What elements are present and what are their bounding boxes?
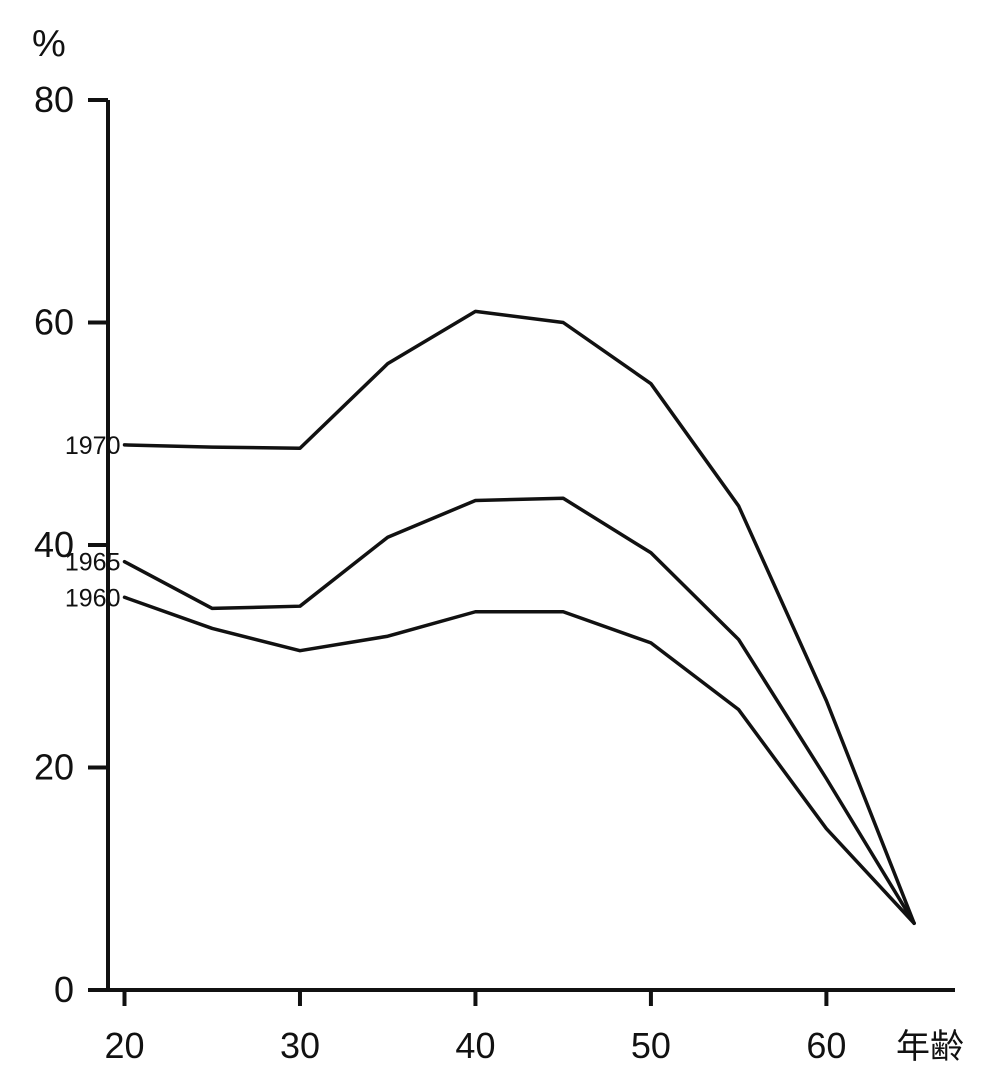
- y-tick-label-80: 80: [34, 79, 74, 120]
- x-tick-label-40: 40: [455, 1025, 495, 1066]
- series-line-1970: [122, 309, 916, 925]
- x-tick-label-60: 60: [806, 1025, 846, 1066]
- series-label-1965: 1965: [65, 549, 121, 577]
- series-line-1960: [122, 595, 916, 925]
- series-line-1965: [122, 496, 916, 925]
- y-axis-unit-label: %: [32, 23, 66, 65]
- y-tick-label-40: 40: [34, 524, 74, 565]
- y-tick-label-60: 60: [34, 302, 74, 343]
- y-tick-label-20: 20: [34, 747, 74, 788]
- y-tick-label-0: 0: [54, 969, 74, 1010]
- x-axis-label: 年齢: [896, 1027, 964, 1067]
- y-ticks: 0 20 40 60 80: [34, 79, 108, 1010]
- x-ticks: 20 30 40 50 60: [104, 990, 846, 1066]
- series-label-1970: 1970: [65, 432, 121, 460]
- series-group: 1970 1965 1960: [65, 309, 916, 925]
- x-tick-label-50: 50: [631, 1025, 671, 1066]
- x-tick-label-30: 30: [280, 1025, 320, 1066]
- series-label-1960: 1960: [65, 584, 121, 612]
- x-tick-label-20: 20: [104, 1025, 144, 1066]
